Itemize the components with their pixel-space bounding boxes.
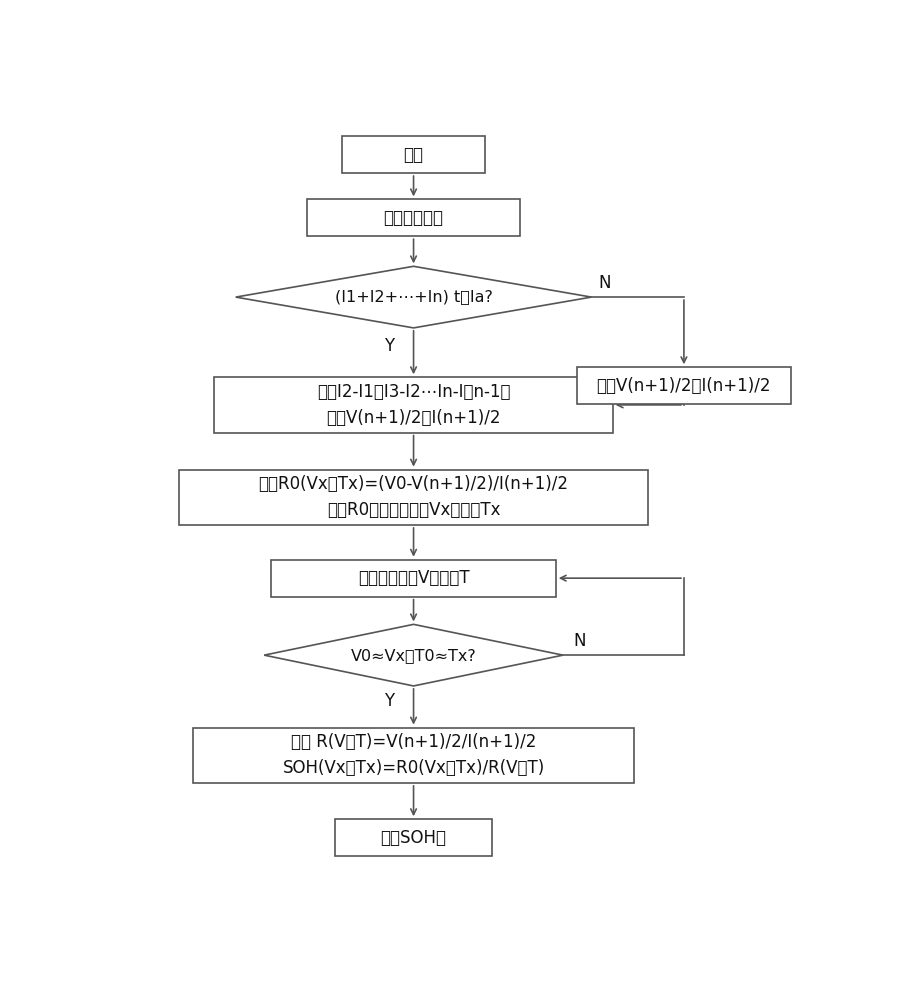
FancyBboxPatch shape bbox=[179, 470, 648, 525]
Text: 计算I2-I1，I3-I2⋯In-I（n-1）
记录V(n+1)/2和I(n+1)/2: 计算I2-I1，I3-I2⋯In-I（n-1） 记录V(n+1)/2和I(n+1… bbox=[317, 383, 510, 427]
Text: (I1+I2+⋯+In) t＜Ia?: (I1+I2+⋯+In) t＜Ia? bbox=[335, 290, 492, 305]
Text: N: N bbox=[599, 274, 611, 292]
Text: 电压电流采集: 电压电流采集 bbox=[384, 209, 443, 227]
Text: 记录V(n+1)/2和I(n+1)/2: 记录V(n+1)/2和I(n+1)/2 bbox=[597, 377, 771, 395]
Polygon shape bbox=[264, 624, 563, 686]
Text: N: N bbox=[574, 632, 586, 650]
Text: Y: Y bbox=[384, 337, 394, 355]
Polygon shape bbox=[236, 266, 591, 328]
FancyBboxPatch shape bbox=[193, 728, 634, 783]
Text: 采集单体电压V和温度T: 采集单体电压V和温度T bbox=[358, 569, 469, 587]
FancyBboxPatch shape bbox=[335, 819, 492, 856]
Text: 开始: 开始 bbox=[404, 146, 423, 164]
Text: 计算R0(Vx，Tx)=(V0-V(n+1)/2)/I(n+1)/2
记录R0値、单体电压Vx和温度Tx: 计算R0(Vx，Tx)=(V0-V(n+1)/2)/I(n+1)/2 记录R0値… bbox=[259, 475, 568, 520]
Text: 输出SOH値: 输出SOH値 bbox=[381, 829, 446, 847]
Text: V0≈Vx，T0≈Tx?: V0≈Vx，T0≈Tx? bbox=[351, 648, 476, 663]
FancyBboxPatch shape bbox=[215, 377, 613, 433]
Text: Y: Y bbox=[384, 692, 394, 710]
FancyBboxPatch shape bbox=[342, 136, 485, 173]
FancyBboxPatch shape bbox=[307, 199, 521, 236]
FancyBboxPatch shape bbox=[272, 560, 556, 597]
Text: 计算 R(V，T)=V(n+1)/2/I(n+1)/2
SOH(Vx，Tx)=R0(Vx，Tx)/R(V，T): 计算 R(V，T)=V(n+1)/2/I(n+1)/2 SOH(Vx，Tx)=R… bbox=[283, 733, 544, 777]
FancyBboxPatch shape bbox=[577, 367, 790, 404]
